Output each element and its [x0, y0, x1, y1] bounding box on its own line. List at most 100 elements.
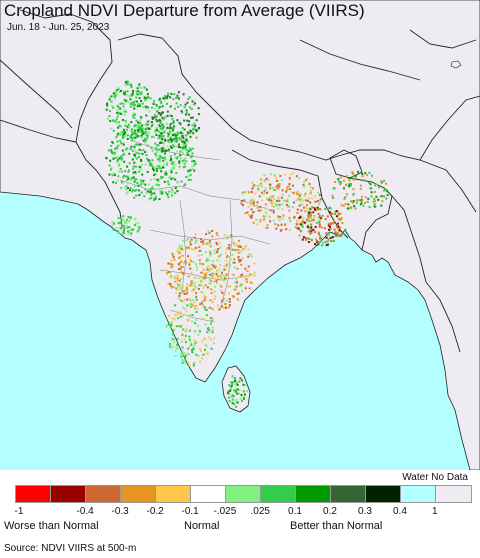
ndvi-pixel: [327, 224, 330, 227]
ndvi-pixel: [190, 108, 193, 110]
ndvi-pixel: [128, 230, 131, 233]
ndvi-pixel: [170, 285, 172, 288]
ndvi-pixel: [175, 292, 178, 294]
ndvi-pixel: [233, 261, 236, 264]
ndvi-pixel: [285, 200, 288, 202]
ndvi-pixel: [303, 194, 306, 197]
ndvi-pixel: [178, 294, 181, 297]
ndvi-pixel: [170, 286, 173, 289]
ndvi-pixel: [314, 195, 317, 198]
ndvi-pixel: [174, 349, 177, 352]
ndvi-pixel: [163, 130, 166, 133]
ndvi-pixel: [172, 126, 175, 129]
ndvi-pixel: [235, 277, 238, 280]
ndvi-pixel: [319, 235, 322, 237]
ndvi-pixel: [308, 182, 311, 185]
ndvi-pixel: [261, 199, 263, 202]
ndvi-pixel: [189, 241, 192, 243]
ndvi-pixel: [161, 116, 164, 119]
ndvi-pixel: [126, 225, 128, 228]
ndvi-pixel: [195, 319, 198, 322]
ndvi-pixel: [159, 165, 162, 168]
ndvi-pixel: [186, 286, 189, 289]
ndvi-pixel: [233, 389, 236, 392]
ndvi-pixel: [187, 246, 190, 249]
ndvi-pixel: [129, 217, 132, 220]
ndvi-pixel: [205, 345, 208, 348]
ndvi-pixel: [193, 169, 196, 172]
ndvi-pixel: [177, 91, 180, 94]
ndvi-pixel: [126, 80, 129, 83]
ndvi-pixel: [126, 83, 129, 86]
ndvi-pixel: [258, 195, 261, 198]
ndvi-pixel: [165, 158, 167, 161]
ndvi-pixel: [219, 264, 222, 267]
ndvi-pixel: [111, 224, 114, 227]
ndvi-pixel: [326, 215, 329, 218]
ndvi-pixel: [372, 200, 375, 203]
ndvi-pixel: [185, 176, 188, 178]
ndvi-pixel: [144, 123, 147, 126]
ndvi-pixel: [154, 131, 157, 134]
ndvi-pixel: [331, 236, 334, 239]
ndvi-pixel: [169, 276, 172, 279]
ndvi-pixel: [277, 207, 280, 210]
ndvi-pixel: [139, 119, 141, 122]
ndvi-pixel: [170, 283, 173, 286]
ndvi-pixel: [179, 315, 182, 318]
ndvi-pixel: [170, 337, 173, 340]
ndvi-pixel: [122, 143, 125, 146]
ndvi-pixel: [178, 161, 181, 164]
ndvi-pixel: [162, 159, 165, 162]
ndvi-pixel: [327, 222, 330, 225]
ndvi-pixel: [201, 303, 203, 306]
ndvi-pixel: [182, 137, 185, 140]
ndvi-pixel: [206, 242, 209, 245]
ndvi-pixel: [244, 278, 246, 281]
ndvi-pixel: [244, 384, 247, 387]
ndvi-pixel: [120, 155, 122, 158]
ndvi-pixel: [313, 207, 316, 210]
ndvi-pixel: [180, 110, 183, 113]
legend-tick: -0.1: [181, 506, 199, 517]
ndvi-pixel: [121, 119, 124, 121]
ndvi-pixel: [126, 147, 129, 150]
ndvi-pixel: [190, 341, 193, 344]
ndvi-pixel: [181, 254, 184, 257]
ndvi-pixel: [142, 182, 145, 185]
ndvi-pixel: [310, 230, 313, 233]
ndvi-pixel: [238, 380, 241, 383]
ndvi-pixel: [159, 121, 162, 124]
ndvi-pixel: [333, 220, 336, 223]
ndvi-pixel: [251, 181, 254, 184]
ndvi-pixel: [310, 238, 313, 241]
ndvi-pixel: [129, 187, 132, 190]
ndvi-pixel: [168, 345, 171, 348]
ndvi-pixel: [318, 208, 321, 210]
ndvi-pixel: [172, 286, 175, 288]
ndvi-pixel: [211, 260, 214, 262]
ndvi-pixel: [139, 143, 142, 146]
ndvi-pixel: [324, 218, 327, 221]
ndvi-pixel: [196, 324, 199, 327]
ndvi-pixel: [131, 93, 134, 96]
ndvi-pixel: [318, 220, 321, 222]
ndvi-pixel: [172, 166, 175, 169]
ndvi-pixel: [176, 343, 179, 346]
ndvi-pixel: [366, 174, 369, 177]
ndvi-pixel: [230, 396, 233, 399]
ndvi-pixel: [183, 106, 186, 109]
ndvi-pixel: [166, 145, 169, 148]
ndvi-pixel: [127, 170, 130, 173]
ndvi-pixel: [130, 128, 133, 131]
ndvi-pixel: [184, 334, 187, 337]
ndvi-pixel: [195, 292, 198, 294]
ndvi-pixel: [153, 199, 156, 202]
ndvi-pixel: [123, 98, 126, 101]
ndvi-pixel: [358, 199, 361, 202]
ndvi-pixel: [307, 237, 310, 240]
ndvi-pixel: [383, 179, 385, 182]
ndvi-pixel: [108, 115, 111, 117]
ndvi-pixel: [345, 184, 347, 187]
ndvi-pixel: [191, 100, 194, 103]
